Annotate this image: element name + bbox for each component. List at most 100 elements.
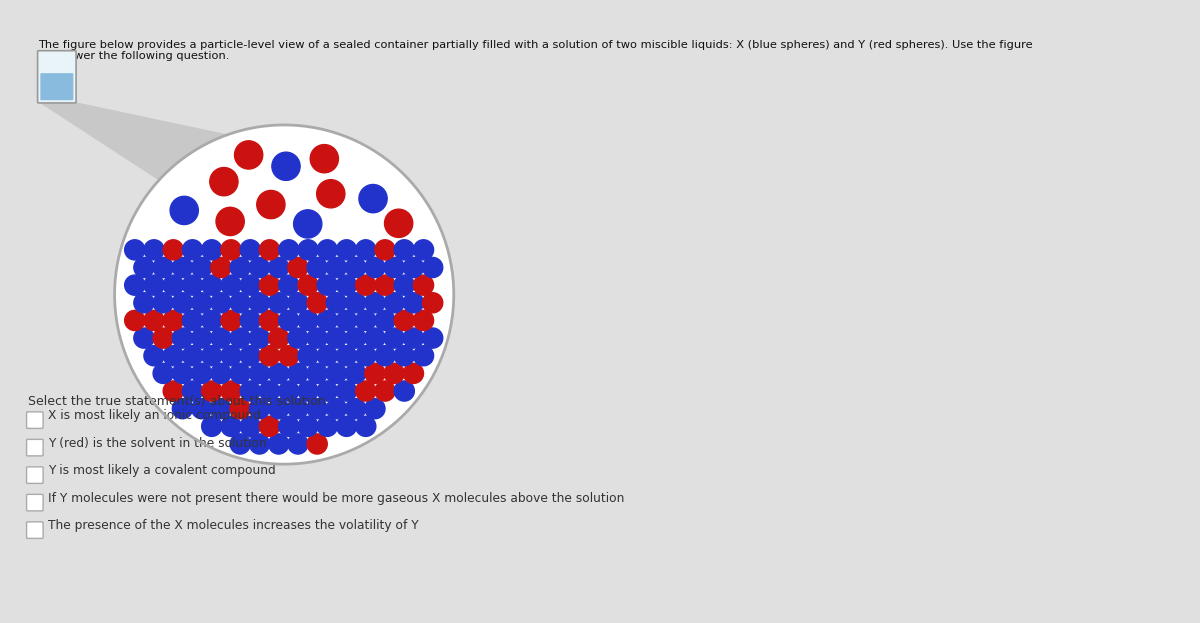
- Circle shape: [294, 210, 322, 238]
- Circle shape: [374, 381, 395, 401]
- Circle shape: [192, 257, 211, 278]
- Circle shape: [182, 381, 203, 401]
- Circle shape: [394, 310, 414, 331]
- Circle shape: [298, 275, 318, 295]
- Circle shape: [259, 275, 280, 295]
- Circle shape: [202, 381, 222, 401]
- Circle shape: [288, 328, 308, 348]
- Circle shape: [307, 399, 328, 419]
- Circle shape: [326, 328, 347, 348]
- Circle shape: [234, 141, 263, 169]
- Circle shape: [317, 310, 337, 331]
- Circle shape: [182, 346, 203, 366]
- Circle shape: [346, 257, 366, 278]
- Circle shape: [192, 293, 211, 313]
- Circle shape: [365, 293, 385, 313]
- Circle shape: [221, 275, 241, 295]
- Circle shape: [278, 381, 299, 401]
- Circle shape: [192, 328, 211, 348]
- Circle shape: [374, 240, 395, 260]
- Circle shape: [355, 275, 376, 295]
- Circle shape: [269, 363, 289, 384]
- Circle shape: [221, 310, 241, 331]
- Circle shape: [317, 275, 337, 295]
- Circle shape: [394, 381, 414, 401]
- Circle shape: [374, 275, 395, 295]
- Circle shape: [230, 257, 251, 278]
- Circle shape: [182, 275, 203, 295]
- Circle shape: [250, 363, 270, 384]
- Circle shape: [154, 257, 173, 278]
- Text: Y is most likely a covalent compound: Y is most likely a covalent compound: [48, 464, 276, 477]
- Circle shape: [182, 240, 203, 260]
- Circle shape: [307, 434, 328, 454]
- Circle shape: [250, 399, 270, 419]
- Circle shape: [414, 310, 433, 331]
- Circle shape: [355, 310, 376, 331]
- Circle shape: [288, 257, 308, 278]
- Circle shape: [336, 310, 356, 331]
- Circle shape: [288, 363, 308, 384]
- Circle shape: [173, 363, 192, 384]
- Circle shape: [144, 240, 164, 260]
- Circle shape: [346, 399, 366, 419]
- FancyBboxPatch shape: [26, 522, 43, 538]
- Circle shape: [134, 293, 154, 313]
- Circle shape: [230, 399, 251, 419]
- FancyBboxPatch shape: [26, 495, 43, 511]
- Circle shape: [384, 257, 404, 278]
- Circle shape: [163, 381, 184, 401]
- Circle shape: [114, 125, 454, 464]
- Circle shape: [317, 240, 337, 260]
- Circle shape: [134, 257, 154, 278]
- Text: The presence of the X molecules increases the volatility of Y: The presence of the X molecules increase…: [48, 519, 419, 532]
- Circle shape: [192, 399, 211, 419]
- Circle shape: [163, 310, 184, 331]
- Circle shape: [170, 196, 198, 224]
- Circle shape: [221, 240, 241, 260]
- Circle shape: [154, 328, 173, 348]
- FancyBboxPatch shape: [41, 73, 73, 100]
- Circle shape: [192, 363, 211, 384]
- Circle shape: [317, 416, 337, 436]
- Circle shape: [173, 293, 192, 313]
- Circle shape: [211, 363, 232, 384]
- Circle shape: [288, 434, 308, 454]
- Circle shape: [336, 346, 356, 366]
- Circle shape: [240, 346, 260, 366]
- Circle shape: [403, 257, 424, 278]
- Circle shape: [202, 240, 222, 260]
- Circle shape: [422, 257, 443, 278]
- Circle shape: [230, 434, 251, 454]
- Circle shape: [125, 240, 145, 260]
- Circle shape: [163, 275, 184, 295]
- Circle shape: [269, 434, 289, 454]
- Circle shape: [346, 328, 366, 348]
- Circle shape: [269, 293, 289, 313]
- Circle shape: [336, 381, 356, 401]
- Circle shape: [173, 399, 192, 419]
- Circle shape: [355, 346, 376, 366]
- Circle shape: [422, 293, 443, 313]
- Circle shape: [230, 328, 251, 348]
- Circle shape: [269, 257, 289, 278]
- Circle shape: [317, 381, 337, 401]
- Circle shape: [288, 293, 308, 313]
- Circle shape: [269, 328, 289, 348]
- Circle shape: [202, 275, 222, 295]
- Circle shape: [202, 416, 222, 436]
- Circle shape: [163, 346, 184, 366]
- Circle shape: [250, 434, 270, 454]
- Circle shape: [278, 416, 299, 436]
- Circle shape: [317, 346, 337, 366]
- Circle shape: [307, 257, 328, 278]
- Circle shape: [346, 363, 366, 384]
- Circle shape: [336, 275, 356, 295]
- Circle shape: [422, 328, 443, 348]
- Circle shape: [182, 310, 203, 331]
- FancyBboxPatch shape: [37, 50, 76, 103]
- Circle shape: [336, 416, 356, 436]
- Circle shape: [365, 257, 385, 278]
- Circle shape: [250, 293, 270, 313]
- Circle shape: [154, 363, 173, 384]
